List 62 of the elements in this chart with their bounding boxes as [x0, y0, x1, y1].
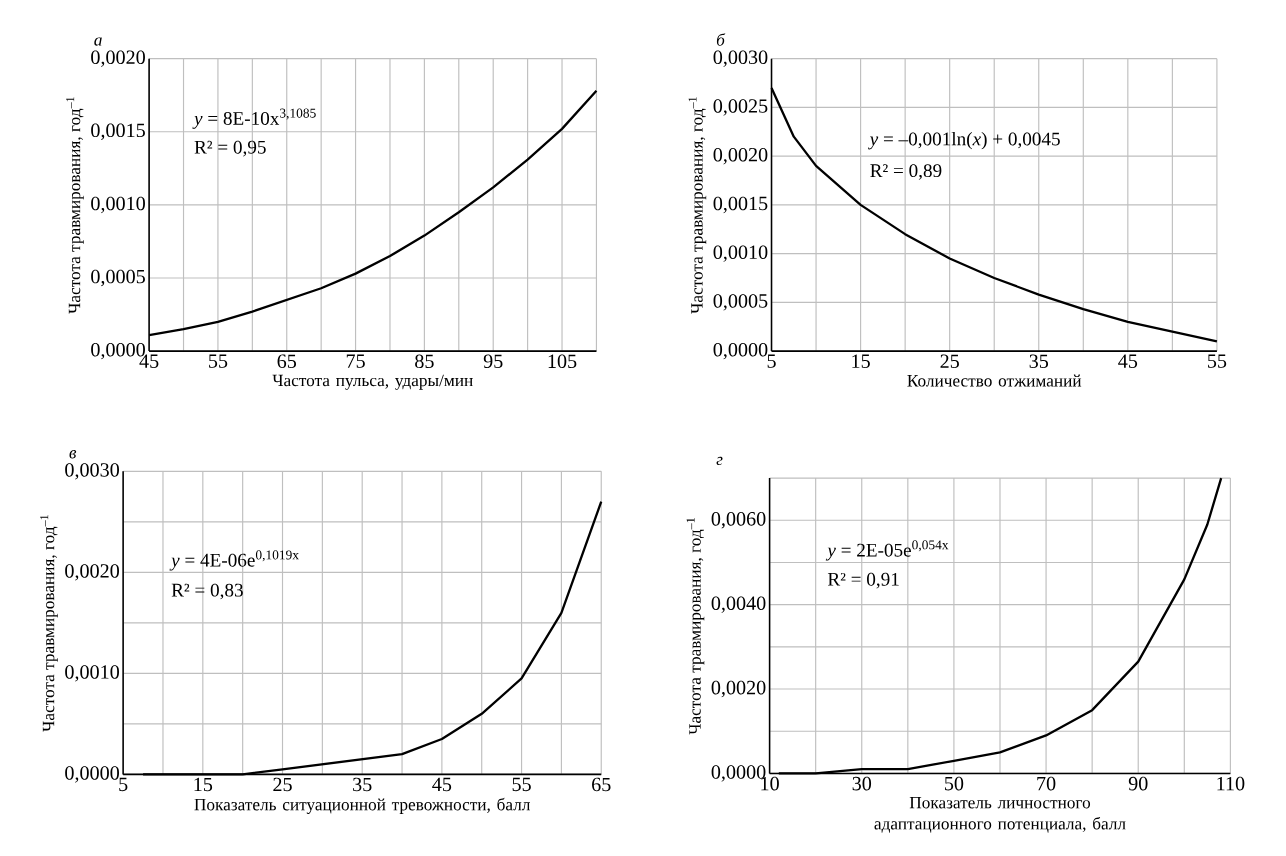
x-tick-label: 55	[512, 777, 531, 792]
y-tick-label: 0,0000	[713, 342, 768, 360]
y-tick-label: 0,0040	[711, 596, 766, 613]
annotation: y = 4E-06e$^{0,1019x}$	[169, 550, 299, 571]
x-tick-label: 25	[273, 777, 292, 792]
y-tick-label: 0,0015	[713, 196, 768, 214]
annotation: R² = 0,89	[870, 164, 942, 180]
x-tick-label: 75	[346, 354, 365, 368]
x-axis-title: Показатель ситуационной тревожности, балл	[194, 797, 531, 814]
x-tick-label: 110	[1217, 776, 1245, 791]
x-tick-label: 30	[852, 776, 872, 791]
y-tick-label: 0,0025	[713, 99, 768, 116]
annotation: R² = 0,83	[171, 583, 243, 600]
x-tick-label: 65	[277, 354, 297, 368]
y-axis-title: Частота травмирования, год$^{–1}$	[686, 517, 705, 735]
chart-title: а	[94, 37, 102, 46]
annotation: y = –0,001ln(x) + 0,0045	[868, 131, 1060, 150]
x-tick-label: 50	[945, 776, 964, 791]
y-tick-label: 0,0020	[91, 50, 145, 67]
x-tick-label: 70	[1037, 776, 1056, 791]
annotation: y = 8E-10x$^{3,1085}$	[192, 108, 316, 129]
y-tick-label: 0,0010	[65, 665, 119, 682]
x-tick-label: 45	[1118, 354, 1138, 368]
x-tick-label: 55	[209, 354, 228, 368]
x-tick-label: 35	[353, 777, 372, 792]
y-tick-label: 0,0030	[713, 50, 768, 67]
y-tick-label: 0,0010	[91, 196, 145, 214]
x-tick-label: 35	[1029, 354, 1049, 368]
annotation: R² = 0,95	[194, 140, 266, 157]
y-tick-label: 0,0000	[65, 766, 119, 783]
x-tick-label: 105	[548, 354, 577, 368]
y-tick-label: 0,0015	[91, 123, 145, 140]
x-tick-label: 15	[852, 354, 870, 368]
chart-title: б	[716, 33, 726, 46]
y-tick-label: 0,0005	[91, 269, 145, 287]
y-tick-label: 0,0020	[711, 680, 766, 698]
y-axis-title: Частота травмирования, год$^{–1}$	[40, 515, 58, 732]
x-tick-label: 45	[432, 777, 452, 792]
x-tick-label: 65	[592, 777, 611, 792]
chart-title: в	[69, 449, 77, 459]
x-tick-label: 95	[483, 354, 503, 368]
chart-title: г	[716, 456, 723, 466]
x-tick-label: 55	[1208, 354, 1227, 368]
y-tick-label: 0,0020	[65, 564, 119, 581]
x-tick-label: 25	[940, 354, 959, 368]
y-tick-label: 0,0060	[711, 511, 766, 529]
y-axis-title: Частота травмирования, год$^{–1}$	[688, 97, 707, 314]
y-tick-label: 0,0005	[713, 294, 768, 311]
annotation: R² = 0,91	[827, 572, 899, 589]
x-axis-title: Показатель личностного адаптационного потенциала, балл	[874, 796, 1126, 833]
y-tick-label: 0,0020	[713, 147, 768, 165]
x-axis-title: Количество отжиманий	[907, 374, 1082, 387]
y-tick-label: 0,0030	[65, 463, 119, 480]
y-axis-title: Частота травмирования, год$^{–1}$	[66, 97, 84, 314]
x-tick-label: 85	[415, 354, 434, 368]
x-axis-title: Частота пульса, удары/мин	[272, 374, 473, 390]
x-tick-label: 90	[1128, 776, 1148, 791]
y-tick-label: 0,0010	[713, 245, 768, 262]
annotation: y = 2E-05e$^{0,054x}$	[825, 540, 949, 561]
x-tick-label: 5	[767, 354, 776, 368]
x-tick-label: 15	[194, 777, 213, 792]
x-tick-label: 5	[119, 777, 128, 792]
